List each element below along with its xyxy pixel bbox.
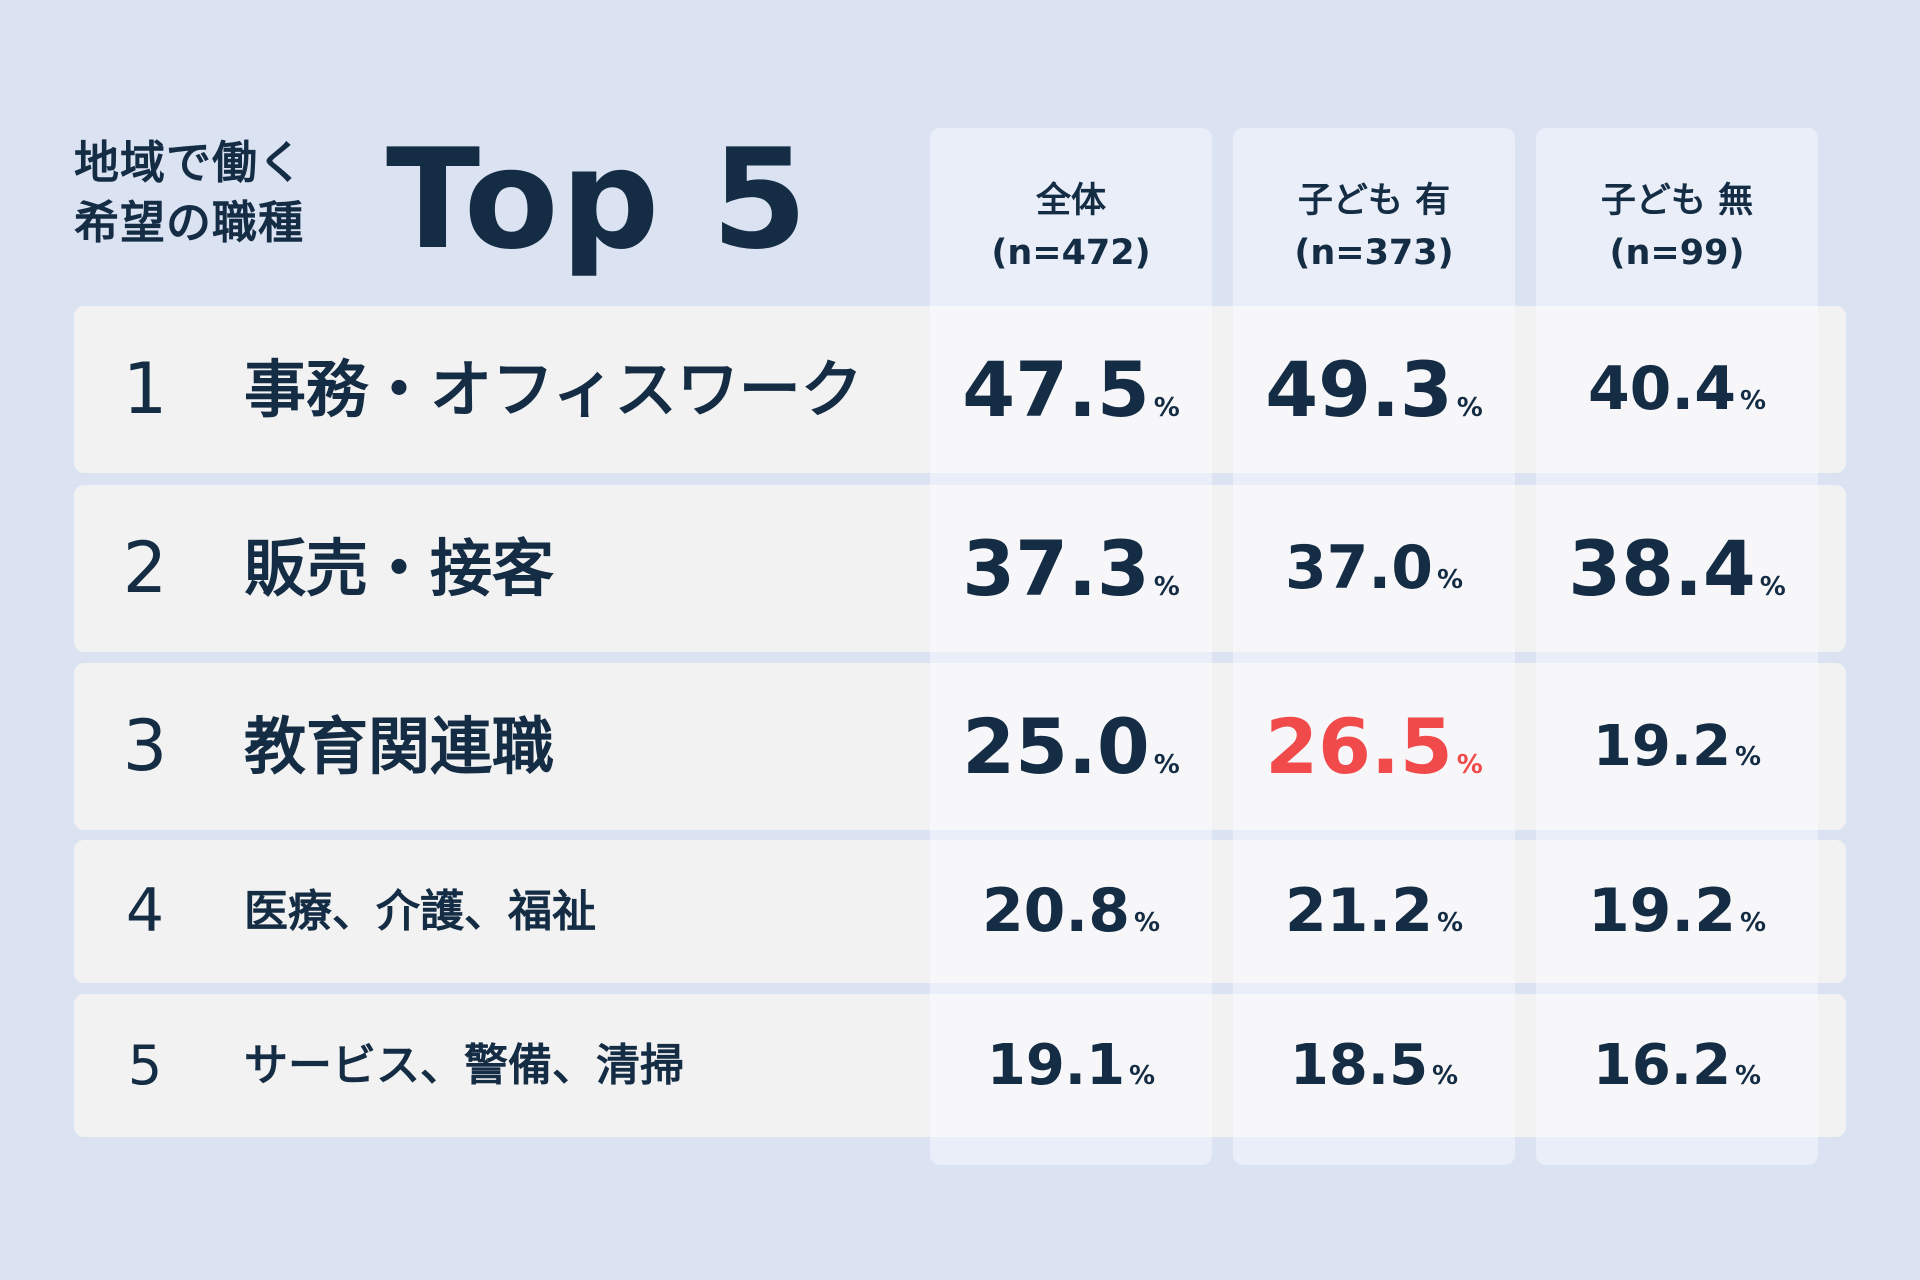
value-number: 19.2 xyxy=(1587,876,1736,946)
value-cell: 16.2% xyxy=(1536,994,1818,1137)
percent-sign: % xyxy=(1432,1061,1459,1091)
percent-sign: % xyxy=(1456,750,1483,780)
job-label: 教育関連職 xyxy=(244,710,555,783)
percent-sign: % xyxy=(1129,1061,1156,1091)
chart-title: 地域で働く 希望の職種 xyxy=(74,133,304,253)
value-cell: 19.2% xyxy=(1536,840,1818,983)
column-header-n: (n=99) xyxy=(1609,233,1745,273)
value-number: 26.5 xyxy=(1265,702,1453,791)
value-number: 20.8 xyxy=(981,876,1130,946)
table-cell-bg xyxy=(1536,994,1818,1137)
table-cell-bg xyxy=(1536,840,1818,983)
table-cell-bg xyxy=(1233,994,1515,1137)
rank-number: 3 xyxy=(122,705,168,787)
value-number: 21.2 xyxy=(1284,876,1433,946)
value-cell: 37.3% xyxy=(930,485,1212,652)
rank-number: 5 xyxy=(127,1034,163,1097)
value-number: 37.3 xyxy=(962,524,1150,613)
column-header-without-children: 子ども 無 (n=99) xyxy=(1536,175,1818,279)
percent-sign: % xyxy=(1436,565,1464,595)
column-header-n: (n=373) xyxy=(1294,233,1454,273)
rank-number: 1 xyxy=(122,348,168,430)
column-header-with-children: 子ども 有 (n=373) xyxy=(1233,175,1515,279)
title-line-1: 地域で働く xyxy=(74,136,305,189)
value-number: 37.0 xyxy=(1284,533,1433,603)
table-cell-bg xyxy=(1536,306,1818,473)
percent-sign: % xyxy=(1739,908,1767,938)
percent-sign: % xyxy=(1153,750,1180,780)
value-number: 38.4 xyxy=(1568,524,1756,613)
value-cell: 19.2% xyxy=(1536,663,1818,830)
column-header-label: 全体 xyxy=(1035,181,1106,221)
percent-sign: % xyxy=(1456,393,1483,423)
job-label: サービス、警備、清掃 xyxy=(244,1040,684,1091)
value-number: 47.5 xyxy=(962,345,1150,434)
value-number: 18.5 xyxy=(1289,1033,1429,1098)
chart-title-top5: Top 5 xyxy=(386,119,810,280)
table-cell-bg xyxy=(930,663,1212,830)
value-cell: 38.4% xyxy=(1536,485,1818,652)
value-number: 40.4 xyxy=(1587,354,1736,424)
value-cell: 19.1% xyxy=(930,994,1212,1137)
value-cell: 49.3% xyxy=(1233,306,1515,473)
percent-sign: % xyxy=(1735,742,1762,772)
table-cell-bg xyxy=(1536,663,1818,830)
job-label: 医療、介護、福祉 xyxy=(244,886,596,937)
value-number: 16.2 xyxy=(1592,1033,1732,1098)
percent-sign: % xyxy=(1759,572,1786,602)
percent-sign: % xyxy=(1153,572,1180,602)
value-cell: 47.5% xyxy=(930,306,1212,473)
value-cell: 26.5% xyxy=(1233,663,1515,830)
table-cell-bg xyxy=(930,840,1212,983)
table-cell-bg xyxy=(930,485,1212,652)
column-header-all: 全体 (n=472) xyxy=(930,175,1212,279)
percent-sign: % xyxy=(1133,908,1161,938)
column-header-label: 子ども 有 xyxy=(1297,181,1451,221)
column-header-label: 子ども 無 xyxy=(1600,181,1754,221)
table-cell-bg xyxy=(1233,306,1515,473)
table-cell-bg xyxy=(1233,485,1515,652)
column-header-n: (n=472) xyxy=(991,233,1151,273)
job-label: 販売・接客 xyxy=(244,532,555,605)
value-cell: 25.0% xyxy=(930,663,1212,830)
title-line-2: 希望の職種 xyxy=(74,196,305,249)
table-cell-bg xyxy=(930,306,1212,473)
value-cell: 18.5% xyxy=(1233,994,1515,1137)
rank-number: 2 xyxy=(122,527,168,609)
table-cell-bg xyxy=(1233,840,1515,983)
percent-sign: % xyxy=(1739,386,1767,416)
value-number: 25.0 xyxy=(962,702,1150,791)
table-cell-bg xyxy=(930,994,1212,1137)
percent-sign: % xyxy=(1436,908,1464,938)
table-cell-bg xyxy=(1233,663,1515,830)
value-cell: 37.0% xyxy=(1233,485,1515,652)
value-number: 19.2 xyxy=(1592,714,1732,779)
rank-number: 4 xyxy=(125,876,165,946)
value-cell: 20.8% xyxy=(930,840,1212,983)
percent-sign: % xyxy=(1735,1061,1762,1091)
value-cell: 40.4% xyxy=(1536,306,1818,473)
value-number: 49.3 xyxy=(1265,345,1453,434)
value-cell: 21.2% xyxy=(1233,840,1515,983)
job-label: 事務・オフィスワーク xyxy=(244,353,863,426)
value-number: 19.1 xyxy=(986,1033,1126,1098)
percent-sign: % xyxy=(1153,393,1180,423)
table-cell-bg xyxy=(1536,485,1818,652)
